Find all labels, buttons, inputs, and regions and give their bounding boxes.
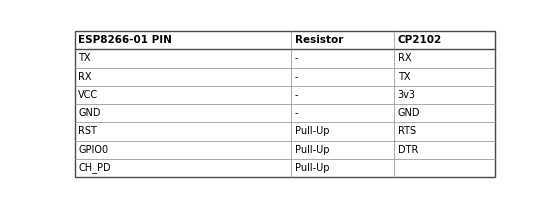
Text: Pull-Up: Pull-Up [295,145,329,155]
Text: CH_PD: CH_PD [78,162,111,173]
Text: TX: TX [398,72,410,82]
Text: Resistor: Resistor [295,35,343,45]
Text: TX: TX [78,53,91,63]
Text: CP2102: CP2102 [398,35,442,45]
Text: RST: RST [78,126,97,136]
Text: ESP8266-01 PIN: ESP8266-01 PIN [78,35,172,45]
Text: -: - [295,90,298,100]
Text: GND: GND [398,108,420,118]
Text: -: - [295,108,298,118]
Text: Pull-Up: Pull-Up [295,126,329,136]
Text: GND: GND [78,108,101,118]
Text: 3v3: 3v3 [398,90,416,100]
Text: RTS: RTS [398,126,416,136]
Text: RX: RX [398,53,411,63]
Text: VCC: VCC [78,90,98,100]
Text: -: - [295,53,298,63]
Text: Pull-Up: Pull-Up [295,163,329,173]
Text: DTR: DTR [398,145,418,155]
Text: RX: RX [78,72,92,82]
Text: GPIO0: GPIO0 [78,145,108,155]
Text: -: - [295,72,298,82]
